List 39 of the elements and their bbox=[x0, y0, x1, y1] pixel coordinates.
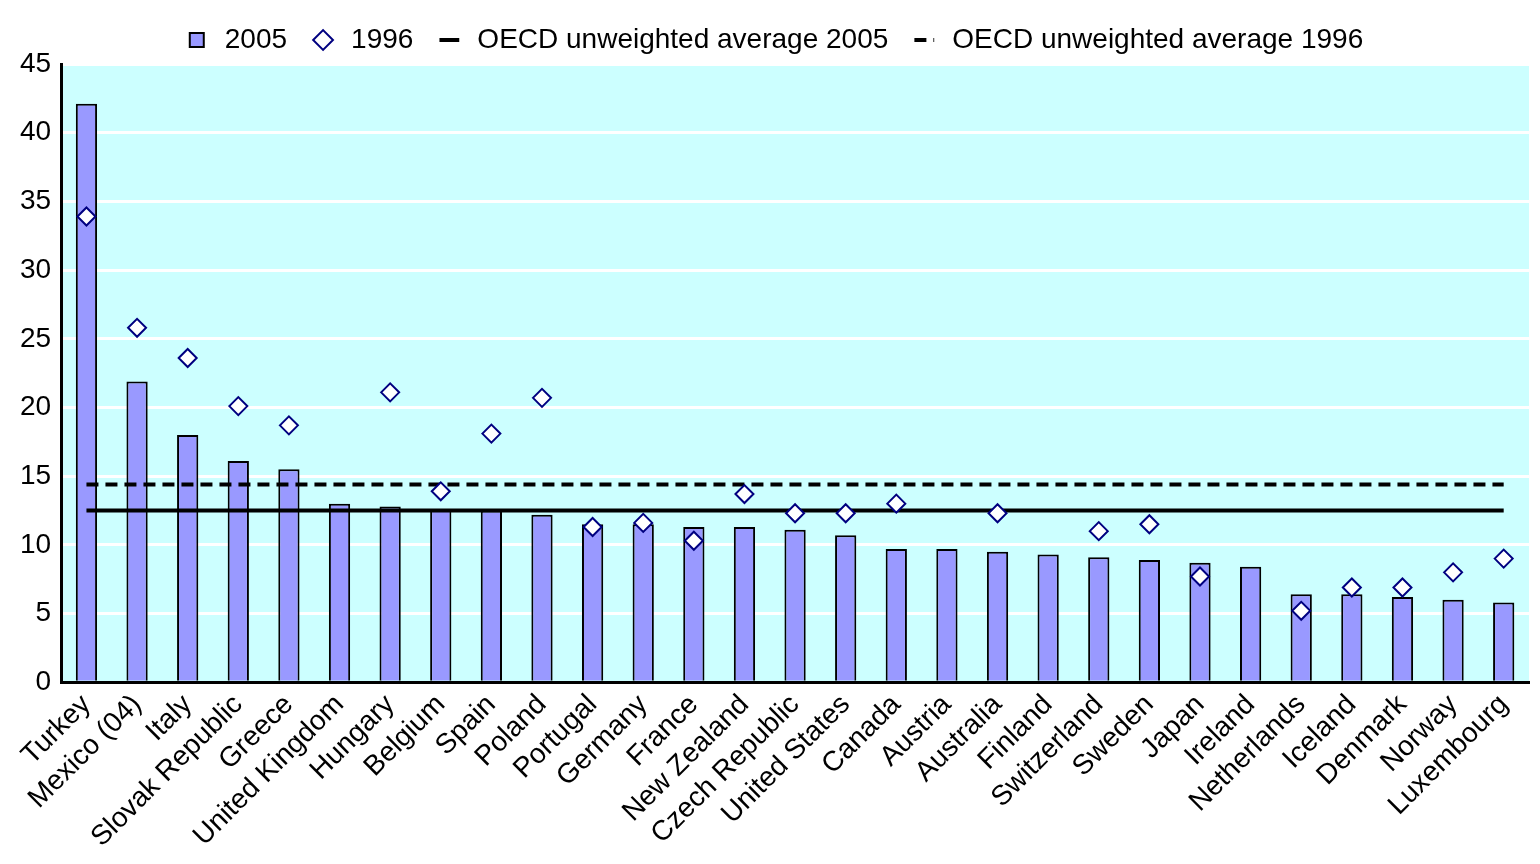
y-tick-label: 15 bbox=[19, 458, 52, 490]
point bbox=[886, 493, 907, 514]
point bbox=[278, 415, 299, 436]
point bbox=[1291, 600, 1312, 621]
y-tick-label: 35 bbox=[19, 184, 52, 216]
y-tick-label: 10 bbox=[19, 527, 52, 559]
point bbox=[987, 503, 1008, 524]
point bbox=[734, 484, 755, 505]
legend-label: OECD unweighted average 2005 bbox=[477, 22, 889, 54]
point bbox=[1493, 548, 1514, 569]
point bbox=[1392, 577, 1413, 598]
y-tick-label: 5 bbox=[35, 596, 52, 628]
y-tick-label: 0 bbox=[35, 664, 52, 696]
legend-label: OECD unweighted average 1996 bbox=[952, 22, 1364, 54]
point bbox=[582, 517, 603, 538]
point bbox=[1341, 577, 1362, 598]
y-tick-label: 20 bbox=[19, 390, 52, 422]
point bbox=[430, 481, 451, 502]
point bbox=[481, 423, 502, 444]
point bbox=[380, 382, 401, 403]
point bbox=[76, 206, 97, 227]
point bbox=[1190, 566, 1210, 587]
y-tick-label: 40 bbox=[19, 115, 52, 147]
point bbox=[1443, 562, 1464, 583]
point bbox=[1139, 514, 1160, 535]
point bbox=[228, 396, 249, 417]
point bbox=[531, 387, 552, 408]
point bbox=[785, 503, 806, 524]
legend-label: 2005 bbox=[224, 22, 288, 54]
y-tick-label: 25 bbox=[19, 321, 52, 353]
point bbox=[835, 503, 856, 524]
point bbox=[633, 512, 654, 533]
point bbox=[177, 348, 198, 369]
point bbox=[127, 317, 148, 338]
point bbox=[1088, 521, 1109, 542]
y-tick-label: 30 bbox=[19, 252, 52, 284]
point bbox=[683, 530, 704, 551]
y-tick-label: 45 bbox=[19, 46, 52, 78]
legend-label: 1996 bbox=[351, 22, 414, 54]
